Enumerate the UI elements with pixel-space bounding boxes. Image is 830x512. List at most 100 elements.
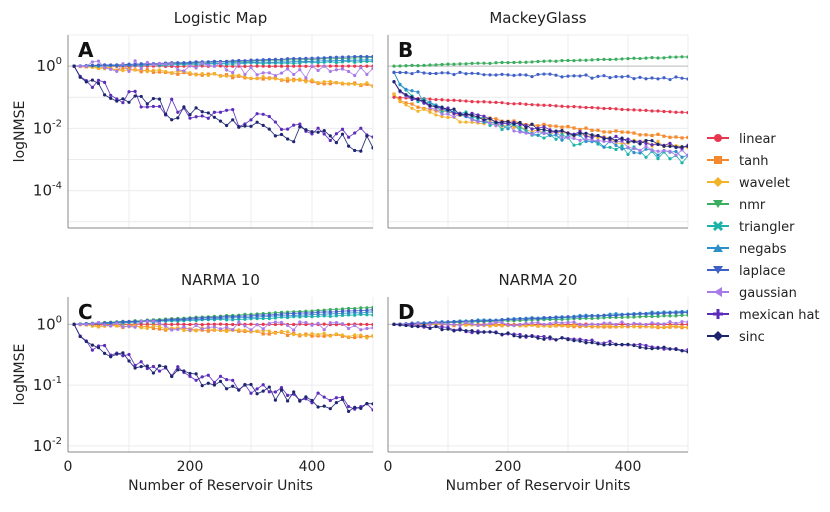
data-point [644, 147, 648, 151]
data-point [590, 341, 594, 345]
data-point [292, 328, 296, 332]
data-point [103, 323, 107, 327]
data-point [650, 133, 654, 138]
series-line [73, 324, 373, 411]
data-point [458, 99, 462, 103]
data-point [322, 56, 326, 60]
data-point [632, 146, 636, 151]
data-point [542, 103, 546, 107]
data-point [90, 348, 94, 352]
data-point [680, 136, 684, 140]
data-point [566, 125, 570, 129]
data-point [145, 102, 149, 106]
data-point [548, 321, 552, 326]
series-line [393, 81, 688, 149]
data-point [261, 313, 265, 317]
data-point [157, 68, 162, 72]
data-point [139, 94, 143, 99]
data-point [200, 375, 204, 379]
data-point [548, 129, 552, 133]
legend-label: mexican hat [739, 308, 820, 323]
data-point [176, 368, 180, 372]
data-point [674, 153, 678, 157]
data-point [650, 321, 654, 325]
data-point [566, 74, 570, 78]
data-point [273, 134, 277, 138]
data-point [310, 332, 314, 336]
series-line [393, 311, 688, 325]
data-point [644, 312, 648, 316]
data-point [554, 323, 558, 327]
data-point [398, 100, 402, 104]
series-sinc [392, 322, 688, 354]
data-point [554, 59, 558, 63]
data-point [304, 395, 308, 399]
data-point [164, 112, 168, 116]
data-point [157, 324, 162, 329]
data-point [304, 76, 308, 80]
data-point [644, 138, 648, 143]
data-point [365, 134, 369, 138]
data-point [680, 155, 684, 159]
data-point [662, 144, 666, 148]
data-point [121, 351, 125, 355]
data-point [286, 323, 290, 328]
data-point [548, 315, 552, 320]
data-point [512, 129, 516, 133]
data-point [139, 364, 143, 369]
data-point [340, 311, 345, 315]
panel-letter: D [398, 300, 415, 324]
data-point [371, 146, 373, 150]
panel-title: MackeyGlass [489, 9, 586, 27]
data-point [464, 62, 468, 66]
data-point [347, 335, 351, 339]
data-point [322, 334, 326, 338]
data-point [662, 311, 666, 315]
legend-marker [714, 134, 722, 142]
data-point [298, 77, 302, 81]
data-point [416, 322, 420, 326]
data-point [279, 320, 284, 325]
data-point [322, 80, 326, 84]
data-point [404, 64, 408, 68]
data-point [328, 321, 332, 325]
data-point [650, 314, 654, 319]
data-point [452, 115, 456, 119]
data-point [115, 69, 119, 73]
data-point [139, 322, 143, 326]
data-point [157, 318, 162, 323]
data-point [267, 390, 271, 394]
data-point [334, 68, 338, 72]
data-point [200, 383, 204, 388]
data-point [524, 324, 528, 328]
data-point [530, 127, 534, 131]
y-tick-label: 10-4 [33, 181, 62, 200]
data-point [121, 354, 125, 358]
data-point [614, 134, 618, 138]
data-point [662, 322, 666, 326]
data-point [560, 336, 564, 340]
data-point [494, 73, 498, 77]
data-point [255, 73, 259, 77]
data-point [650, 148, 654, 152]
data-point [340, 127, 345, 131]
series-line [74, 309, 373, 325]
data-point [145, 324, 149, 328]
data-point [371, 322, 373, 327]
data-point [212, 315, 216, 320]
data-point [261, 332, 265, 336]
data-point [470, 329, 474, 333]
legend-item-sinc: sinc [707, 330, 765, 345]
data-point [638, 142, 642, 146]
panel-letter: A [78, 38, 94, 62]
data-point [261, 74, 265, 79]
data-point [72, 64, 76, 68]
data-point [680, 110, 684, 114]
data-point [267, 71, 271, 75]
data-point [298, 125, 302, 129]
data-point [127, 319, 131, 324]
data-point [188, 60, 192, 64]
data-point [464, 112, 468, 116]
data-point [524, 126, 528, 130]
data-point [482, 61, 486, 65]
